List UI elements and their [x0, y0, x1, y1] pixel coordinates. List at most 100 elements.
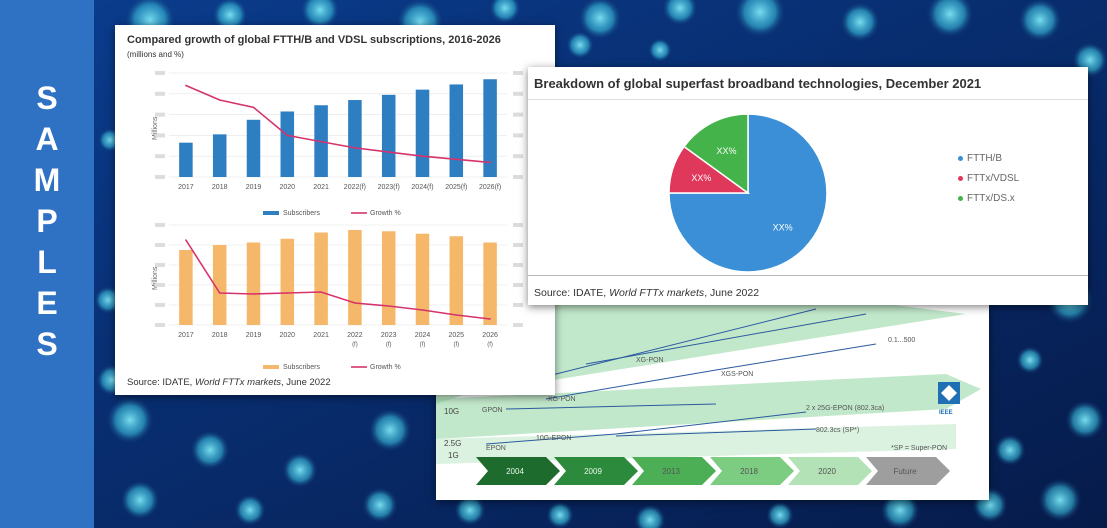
bar	[280, 238, 295, 325]
x-tick-label: 2019	[246, 184, 262, 191]
timeline-arrow	[788, 457, 872, 485]
timeline-arrow	[476, 457, 560, 485]
growth-point	[489, 161, 491, 164]
legend-label-subscribers: Subscribers	[283, 210, 320, 217]
samples-letter: A	[35, 121, 59, 157]
growth-point	[218, 99, 221, 101]
roadmap-item: 10G-EPON	[536, 435, 571, 442]
growth-point	[387, 151, 390, 153]
x-tick-label: 2024(f)	[411, 184, 433, 191]
samples-letter: M	[33, 162, 61, 198]
roadmap-item: XG-PON	[636, 357, 664, 364]
timeline-label: 2013	[662, 467, 680, 476]
bar	[179, 142, 193, 177]
growth-point	[185, 84, 187, 87]
pie-legend: FTTH/B FTTx/VDSL FTTx/DS.x	[958, 153, 1019, 204]
y2-tick-placeholder	[513, 263, 523, 267]
bar	[348, 100, 362, 177]
y-tick-placeholder	[155, 303, 165, 307]
x-tick-label: 2024	[415, 332, 431, 339]
bar	[449, 84, 464, 177]
growth-point	[354, 302, 356, 304]
growth-point	[421, 309, 424, 311]
bar	[246, 119, 261, 177]
growth-point	[489, 318, 491, 320]
timeline-arrow	[632, 457, 716, 485]
x-tick-label: 2019	[246, 332, 262, 339]
growth-point	[320, 140, 322, 143]
timeline-label: 2004	[506, 467, 524, 476]
samples-letter: S	[36, 80, 58, 116]
bar	[280, 111, 295, 177]
roadmap-band-bottom	[436, 424, 956, 464]
y2-tick-placeholder	[513, 223, 523, 227]
pie-chart-source: Source: IDATE, World FTTx markets, June …	[534, 287, 760, 299]
growth-point	[320, 291, 322, 293]
samples-vertical-text: S A M P L E S	[22, 78, 72, 365]
timeline-arrow	[866, 457, 950, 485]
y2-tick-placeholder	[513, 71, 523, 75]
x-tick-sublabel: (f)	[352, 342, 358, 348]
y-tick-placeholder	[155, 112, 165, 117]
y-axis-label: Millions	[152, 116, 159, 140]
y-axis-label: Millions	[152, 266, 159, 290]
timeline-label: 2020	[818, 467, 836, 476]
bar	[314, 232, 328, 325]
x-tick-label: 2022	[347, 332, 363, 339]
y2-tick-placeholder	[513, 154, 523, 159]
pie-slice	[683, 113, 749, 195]
bar	[381, 94, 396, 177]
samples-letter: P	[36, 203, 58, 239]
x-tick-label: 2017	[178, 184, 194, 191]
ftth-growth-chart: Millions 2017 2018 2019 2020 2021 2022(f) 2023(…	[152, 71, 523, 217]
y-tick-placeholder	[155, 133, 165, 138]
roadmap-row-label: 1G	[448, 451, 459, 460]
roadmap-item: XG-PON	[548, 396, 576, 403]
y-tick-placeholder	[155, 71, 165, 75]
timeline-arrow	[710, 457, 794, 485]
roadmap-band-middle	[436, 374, 981, 439]
roadmap-item: GPON	[482, 407, 503, 414]
samples-letter: S	[36, 326, 58, 362]
growth-point	[286, 134, 289, 137]
growth-chart-source: Source: IDATE, World FTTx markets, June …	[127, 377, 331, 388]
bar	[246, 242, 261, 325]
x-tick-label: 2020	[280, 184, 296, 191]
y-tick-placeholder	[155, 243, 165, 247]
timeline-label: 2009	[584, 467, 602, 476]
timeline-label: Future	[893, 467, 917, 476]
x-tick-label: 2018	[212, 184, 228, 191]
pie-slice-label: XX%	[691, 173, 711, 183]
y2-tick-placeholder	[513, 303, 523, 307]
growth-charts-card: Compared growth of global FTTH/B and VDS…	[115, 25, 555, 395]
growth-point	[286, 292, 289, 294]
y2-tick-placeholder	[513, 283, 523, 287]
roadmap-band-top	[436, 304, 966, 404]
growth-point	[455, 314, 458, 316]
y-tick-placeholder	[155, 154, 165, 159]
x-tick-label: 2022(f)	[344, 184, 366, 191]
roadmap-note: *SP = Super-PON	[891, 445, 947, 452]
timeline-arrow	[554, 457, 638, 485]
growth-chart-title: Compared growth of global FTTH/B and VDS…	[127, 34, 501, 59]
growth-line	[185, 84, 491, 164]
vdsl-growth-chart: Millions 2017 2018 2019 2020 2021 2022 (f) 2023 (…	[152, 223, 523, 371]
roadmap-item: EPON	[486, 445, 506, 452]
roadmap-timeline: 2004 2009 2013 2018 2020 Future	[476, 457, 950, 485]
y2-tick-placeholder	[513, 133, 523, 138]
x-tick-label: 2021	[313, 332, 329, 339]
bar	[212, 245, 227, 325]
y2-tick-placeholder	[513, 112, 523, 117]
side-banner: S A M P L E S	[0, 0, 94, 528]
y2-tick-placeholder	[513, 323, 523, 327]
pie-slice-label: XX%	[716, 146, 736, 156]
bar	[483, 242, 497, 325]
growth-point	[252, 106, 255, 109]
y2-tick-placeholder	[513, 91, 523, 96]
bar	[415, 89, 430, 177]
legend-item-fttx-vdsl: FTTx/VDSL	[958, 173, 1019, 184]
legend-label-growth: Growth %	[370, 364, 401, 371]
y-tick-placeholder	[155, 223, 165, 227]
y2-tick-placeholder	[513, 243, 523, 247]
samples-letter: E	[36, 285, 58, 321]
